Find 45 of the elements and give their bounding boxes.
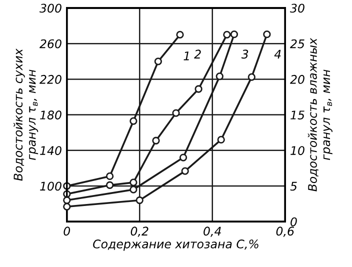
point — [130, 186, 138, 194]
point — [216, 72, 224, 80]
y2-tick-label: 25 — [290, 39, 304, 48]
point — [263, 30, 271, 38]
y-tick-label: 220 — [40, 74, 62, 84]
x-tick-label: 0,6 — [276, 226, 294, 237]
y2-axis-title: Водостойкость влажных гранул τ$_{в}$, мин — [308, 38, 332, 192]
point — [130, 117, 138, 125]
point — [217, 136, 225, 144]
point — [176, 30, 184, 39]
x-axis-title: Содержание хитозана С,% — [93, 239, 258, 251]
point — [248, 73, 256, 81]
y-tick-label: 180 — [40, 110, 62, 120]
y-tick-label: 140 — [40, 146, 62, 156]
annotation: 3 — [241, 50, 248, 59]
y2-tick-label: 5 — [290, 182, 297, 191]
y2-tick-label: 0 — [290, 217, 297, 226]
y-tick-label: 100 — [40, 182, 62, 191]
point — [106, 181, 114, 189]
point — [172, 109, 180, 117]
x-tick-label: 0 — [64, 226, 70, 236]
y-tick-label: 300 — [40, 4, 62, 13]
x-tick-label: 0,4 — [204, 226, 221, 237]
point — [152, 136, 160, 144]
y2-tick-label: 10 — [290, 146, 304, 156]
point — [63, 202, 71, 210]
y-tick-label: 260 — [40, 39, 62, 48]
point — [181, 167, 189, 175]
point — [230, 30, 238, 38]
y2-tick-label: 20 — [290, 74, 304, 84]
y-axis-title: Водостойкость сухих гранул τ$_{в}$, мин — [13, 48, 38, 181]
point — [179, 154, 188, 162]
point — [223, 30, 231, 39]
point — [63, 196, 71, 204]
point — [154, 58, 162, 66]
y2-tick-label: 30 — [290, 4, 304, 13]
annotation: 2 — [194, 50, 201, 58]
point — [136, 196, 144, 204]
point — [130, 178, 138, 186]
point — [194, 85, 202, 93]
point — [106, 172, 114, 180]
y2-tick-label: 15 — [290, 110, 304, 120]
x-tick-label: 0,2 — [130, 226, 148, 237]
annotation: 1 — [184, 52, 189, 60]
annotation: 4 — [274, 50, 281, 58]
